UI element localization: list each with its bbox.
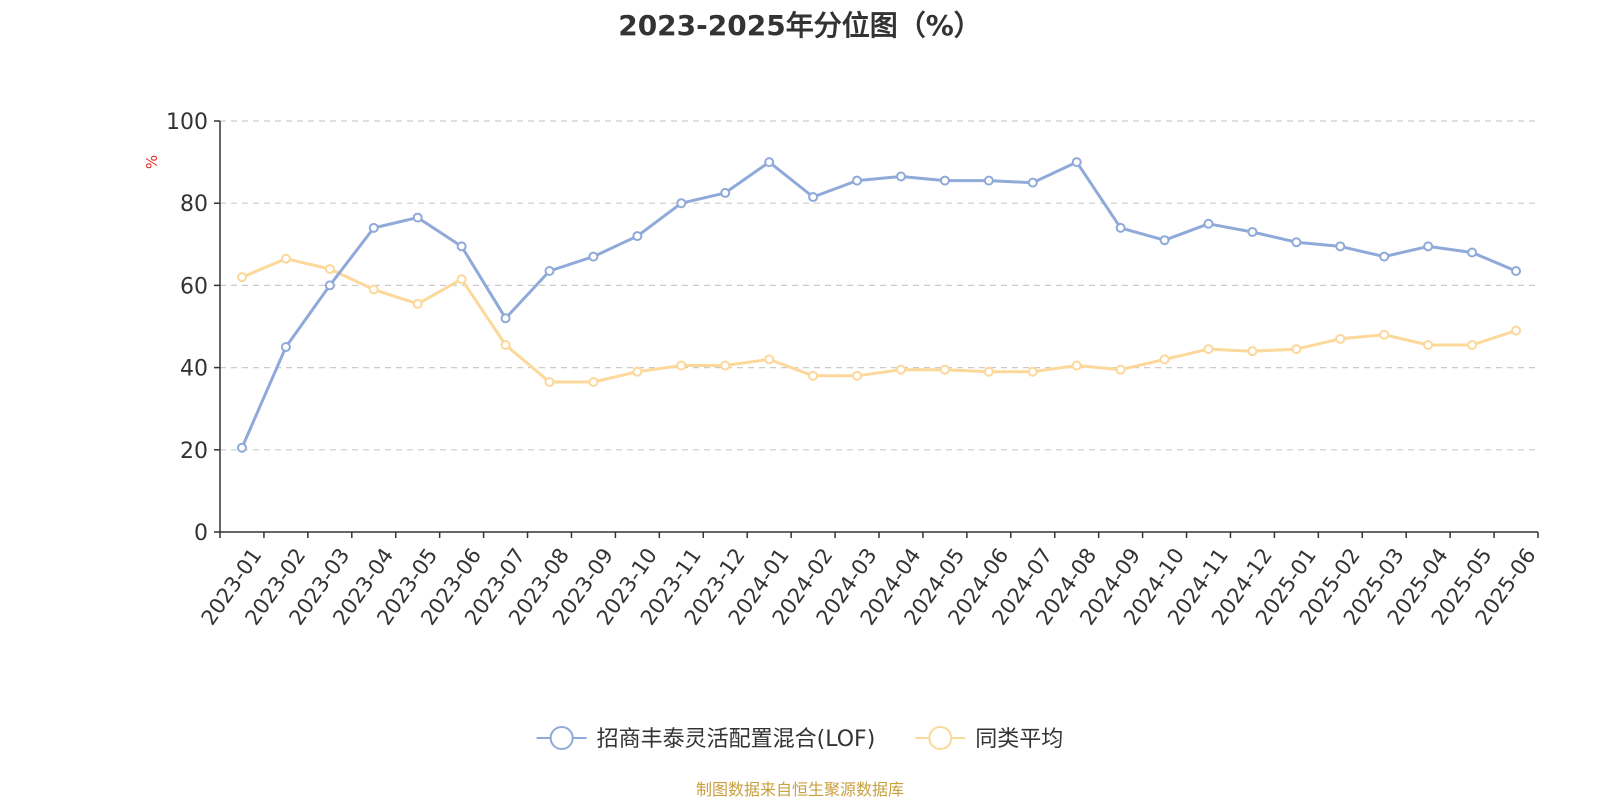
data-point	[412, 212, 423, 223]
data-point	[895, 171, 906, 182]
data-point	[1423, 339, 1434, 350]
data-point	[544, 266, 555, 277]
y-axis-label: %	[143, 155, 161, 169]
series-lines	[236, 157, 1522, 453]
legend-item[interactable]: 招商丰泰灵活配置混合(LOF)	[536, 726, 876, 752]
data-point	[1467, 247, 1478, 258]
data-point	[720, 360, 731, 371]
y-tick-label: 100	[166, 110, 208, 135]
data-point	[764, 157, 775, 168]
data-point	[368, 222, 379, 233]
data-point	[500, 339, 511, 350]
y-tick-label: 60	[180, 274, 208, 299]
legend[interactable]: 招商丰泰灵活配置混合(LOF) 同类平均	[536, 726, 1064, 752]
data-point	[412, 298, 423, 309]
data-point	[852, 370, 863, 381]
y-tick-label: 0	[194, 521, 208, 546]
series-line	[241, 257, 1517, 384]
chart-title: 2023-2025年分位图（%）	[618, 9, 982, 42]
data-point	[1247, 346, 1258, 357]
data-point	[1159, 235, 1170, 246]
data-point	[280, 342, 291, 353]
data-point	[764, 354, 775, 365]
data-point	[456, 274, 467, 285]
data-point	[1379, 251, 1390, 262]
data-point	[1115, 364, 1126, 375]
data-point	[895, 364, 906, 375]
data-point	[983, 175, 994, 186]
legend-label: 同类平均	[975, 727, 1063, 752]
data-point	[1335, 333, 1346, 344]
y-tick-label: 20	[180, 439, 208, 464]
data-point	[280, 253, 291, 264]
data-point	[1291, 237, 1302, 248]
data-point	[324, 280, 335, 291]
data-point	[1511, 266, 1522, 277]
data-point	[324, 263, 335, 274]
data-point	[236, 272, 247, 283]
data-point	[1335, 241, 1346, 252]
data-point	[1379, 329, 1390, 340]
data-point	[1467, 339, 1478, 350]
data-point	[1071, 360, 1082, 371]
data-point	[1203, 344, 1214, 355]
axes: 0204060801002023-012023-022023-032023-04…	[166, 110, 1541, 629]
data-point	[1203, 218, 1214, 229]
data-point	[808, 192, 819, 203]
data-point	[1159, 354, 1170, 365]
legend-marker	[928, 726, 953, 750]
data-point	[588, 251, 599, 262]
data-point	[368, 284, 379, 295]
data-point	[1511, 325, 1522, 336]
data-point	[1247, 226, 1258, 237]
data-point	[1027, 177, 1038, 188]
data-point	[588, 376, 599, 387]
legend-marker	[549, 726, 574, 750]
data-point	[632, 366, 643, 377]
data-point	[852, 175, 863, 186]
line-chart: 0204060801002023-012023-022023-032023-04…	[143, 110, 1541, 752]
data-point	[1291, 344, 1302, 355]
data-point	[808, 370, 819, 381]
data-point	[1071, 157, 1082, 168]
data-point	[1115, 222, 1126, 233]
legend-item[interactable]: 同类平均	[915, 726, 1063, 752]
data-point	[676, 360, 687, 371]
data-point	[983, 366, 994, 377]
data-point	[1423, 241, 1434, 252]
data-point	[720, 187, 731, 198]
data-point	[939, 175, 950, 186]
data-point	[456, 241, 467, 252]
legend-label: 招商丰泰灵活配置混合(LOF)	[597, 727, 876, 752]
y-tick-label: 40	[180, 357, 208, 382]
data-point	[1027, 366, 1038, 377]
grid-lines	[220, 120, 1538, 451]
data-point	[939, 364, 950, 375]
y-tick-label: 80	[180, 192, 208, 217]
data-point	[632, 231, 643, 242]
data-point	[236, 442, 247, 453]
data-point	[676, 198, 687, 209]
series-line	[240, 160, 1517, 449]
data-source-footer: 制图数据来自恒生聚源数据库	[695, 780, 904, 799]
data-point	[544, 376, 555, 387]
data-point	[500, 313, 511, 324]
